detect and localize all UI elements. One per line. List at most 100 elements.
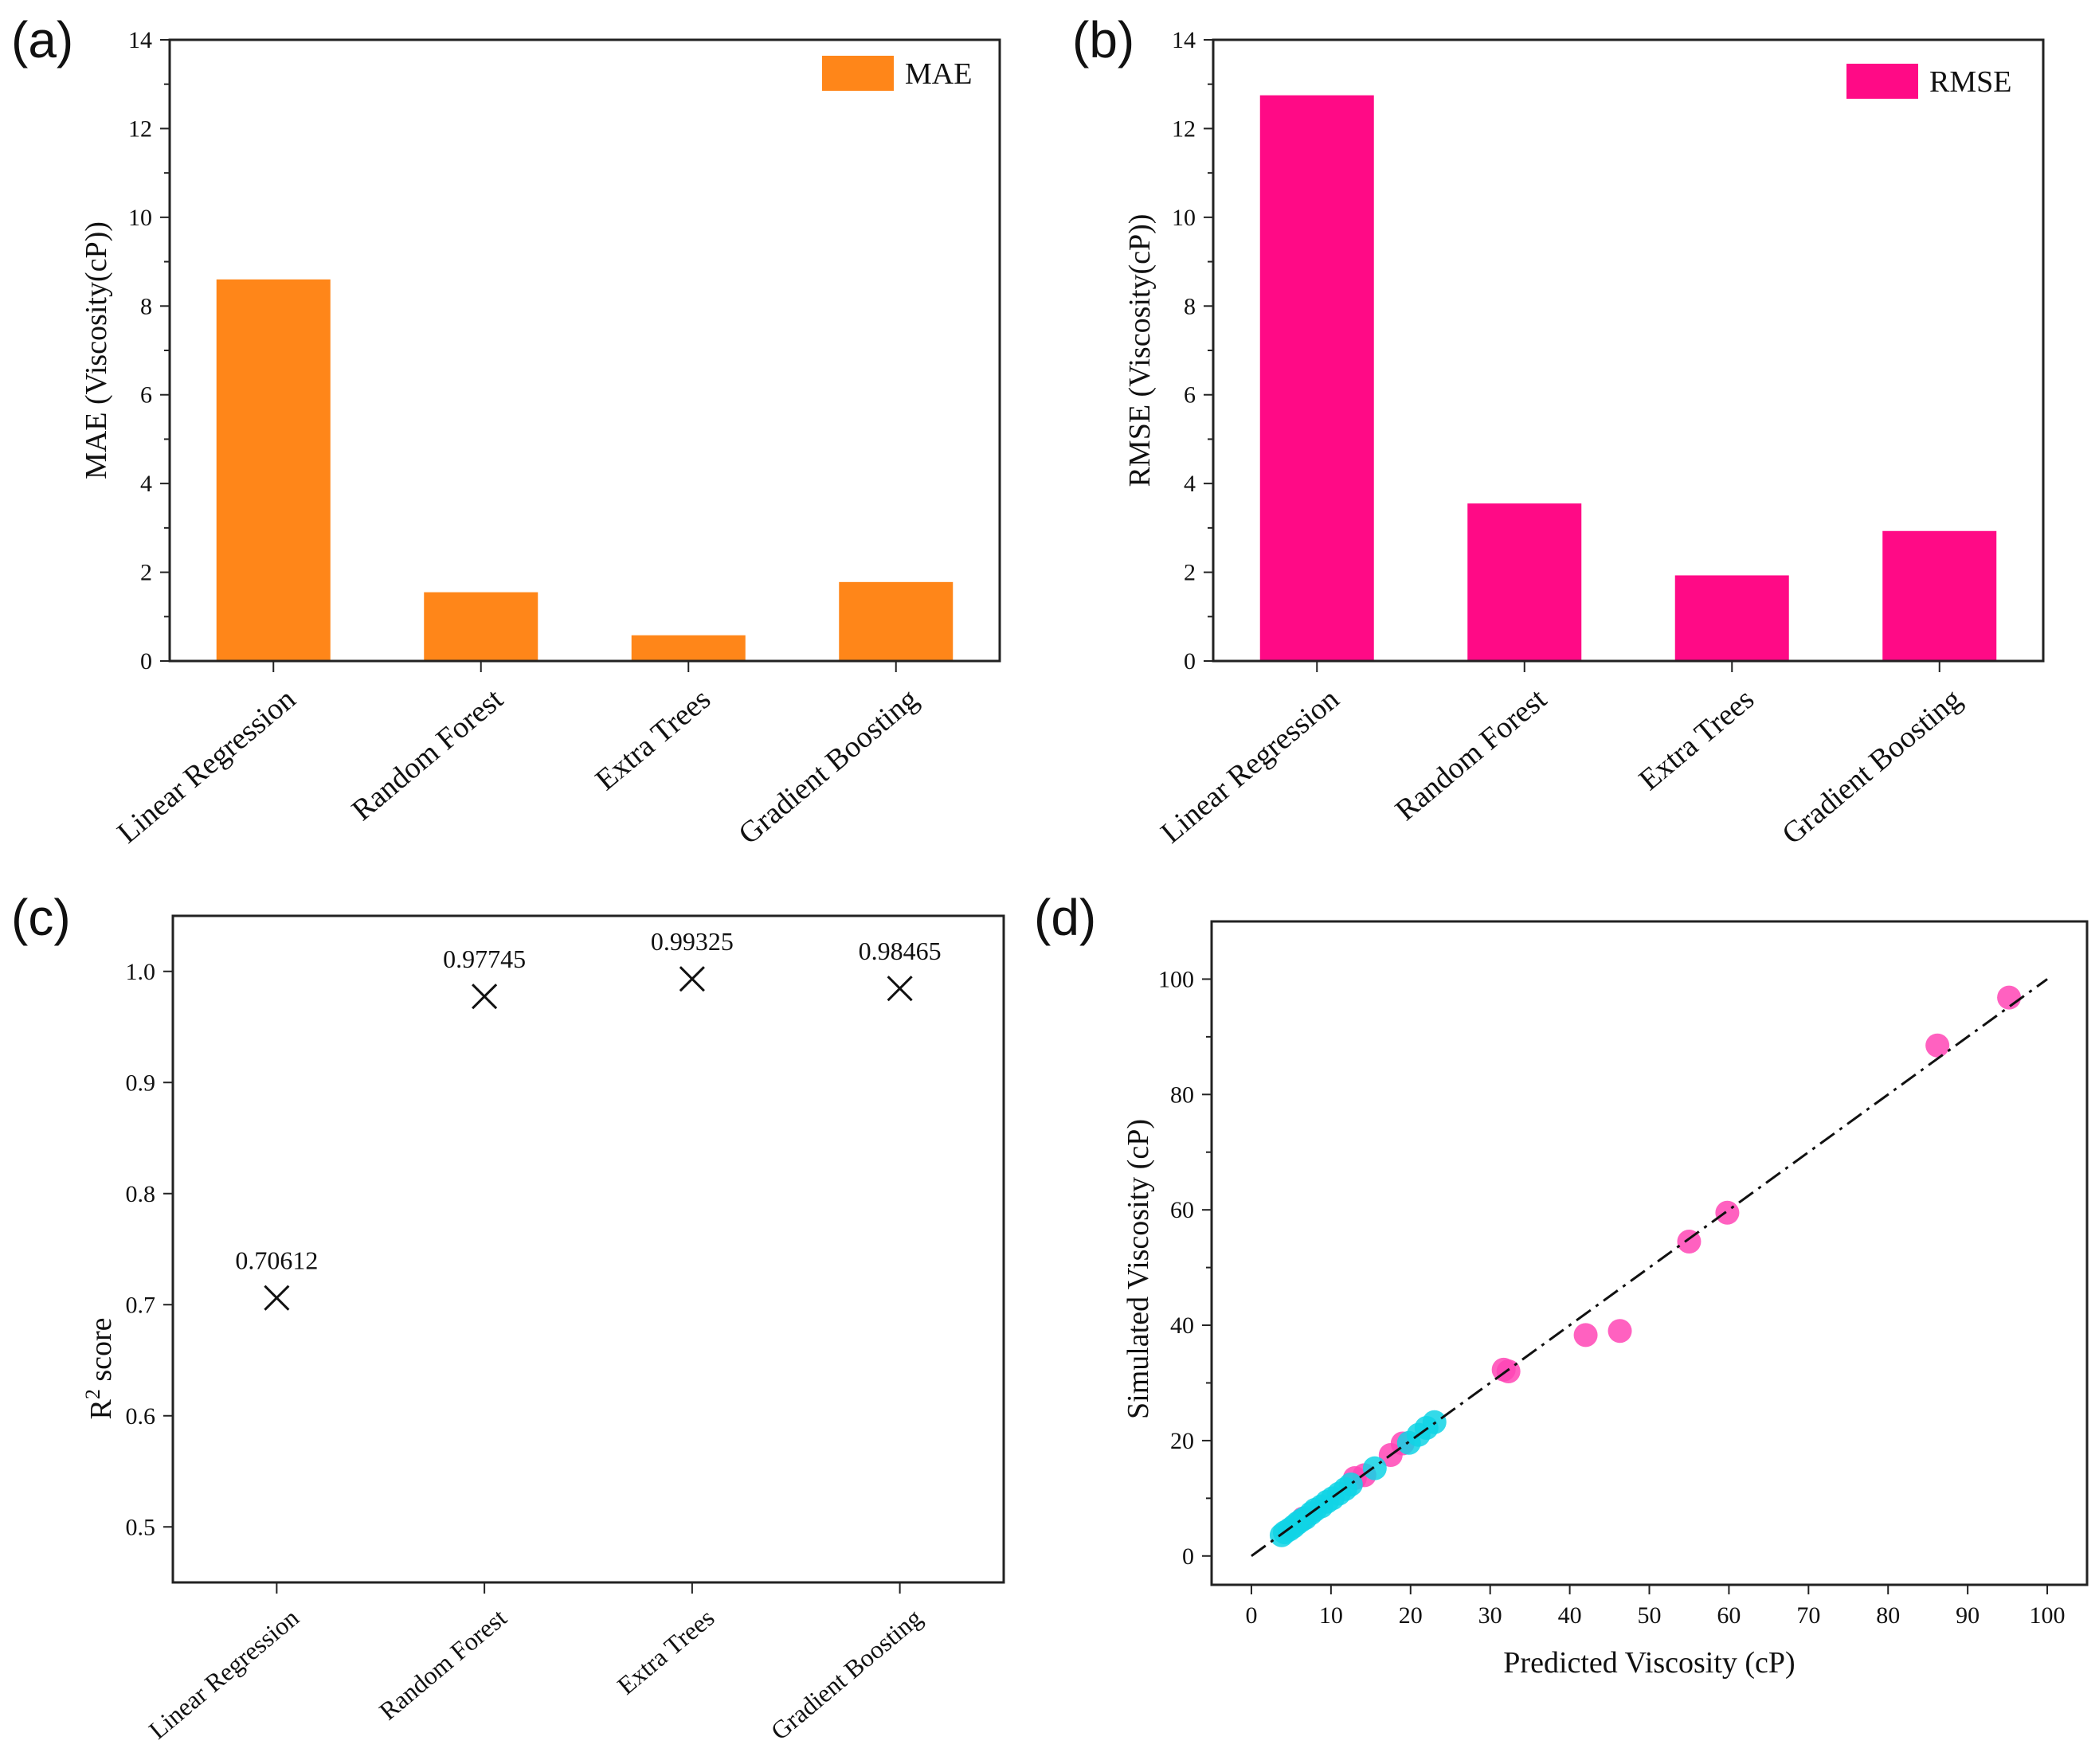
marker-gradient-boosting (887, 976, 913, 1002)
x-tick-label: 0 (1245, 1602, 1257, 1629)
x-tick-label: 30 (1478, 1602, 1502, 1629)
bar-random-forest (1467, 503, 1582, 661)
y-tick-label: 10 (1172, 205, 1196, 231)
bar-linear-regression (1259, 95, 1374, 661)
value-label: 0.97745 (443, 945, 526, 973)
panel-a-chart: Linear Regression Random Forest Extra Tree… (80, 27, 1001, 851)
data-point (1491, 1357, 1516, 1382)
panel-c-chart: 0.5 0.6 0.7 0.8 0.9 1.0 0.70612 Linear Regressi… (81, 914, 1005, 1746)
y-tick-label: 6 (140, 382, 152, 409)
y-tick-label: 4 (140, 471, 152, 497)
y-tick-label: 2 (140, 560, 152, 586)
x-tick-label: 60 (1717, 1602, 1741, 1629)
x-tick-label: Extra Trees (589, 683, 717, 797)
y-tick-label: 2 (1184, 560, 1196, 586)
y-tick-label: 0.8 (126, 1181, 156, 1207)
bar-extra-trees (1674, 575, 1789, 661)
x-tick-label: 10 (1319, 1602, 1343, 1629)
y-tick-label: 0.7 (126, 1292, 156, 1318)
x-tick-label: Random Forest (346, 682, 510, 827)
y-tick-label: 6 (1184, 382, 1196, 409)
x-tick-label: Extra Trees (612, 1603, 719, 1700)
x-tick-label: Gradient Boosting (732, 683, 924, 851)
y-tick-label: 1.0 (126, 959, 156, 985)
x-tick-label: Linear Regression (1154, 683, 1345, 851)
data-point (1608, 1319, 1632, 1344)
bar-random-forest (424, 592, 538, 661)
bar-gradient-boosting (1882, 530, 1997, 661)
y-axis-label: RMSE (Viscosity(cP)) (1123, 214, 1157, 487)
y-tick-label: 12 (128, 115, 152, 142)
panel-d-chart: 0 10 20 30 40 50 60 70 80 90 100 0 20 40 60 80 100 Predic… (1122, 920, 2089, 1680)
series-test (1269, 1410, 1447, 1547)
x-tick-label: Gradient Boosting (766, 1603, 928, 1746)
panel-c-letter: (c) (11, 889, 71, 946)
y-tick-label: 14 (1172, 27, 1196, 53)
legend-label: RMSE (1929, 65, 2011, 99)
x-tick-label: Linear Regression (143, 1603, 304, 1745)
y-tick-label: 12 (1172, 115, 1196, 142)
y-tick-label: 8 (1184, 293, 1196, 319)
marker-stroke (679, 966, 705, 992)
x-tick-label: Random Forest (374, 1603, 512, 1726)
y-tick-label: 4 (1184, 471, 1196, 497)
reference-line (1251, 978, 2048, 1557)
data-point (1715, 1200, 1740, 1225)
y-tick-label: 14 (128, 27, 152, 53)
value-label: 0.99325 (651, 927, 734, 956)
x-tick-label: 80 (1876, 1602, 1900, 1629)
data-point (1362, 1456, 1387, 1480)
y-axis-label: R2 score (81, 1317, 118, 1419)
y-tick-label: 0.6 (126, 1403, 156, 1430)
y-axis-label-sup: 2 (81, 1389, 104, 1399)
marker-stroke (887, 976, 913, 1002)
marker-extra-trees (679, 966, 705, 992)
y-tick-label: 0 (1182, 1543, 1194, 1570)
plot-frame (171, 914, 1005, 1584)
y-tick-label: 0 (1184, 648, 1196, 675)
bar-gradient-boosting (839, 581, 954, 661)
y-tick-label: 80 (1170, 1081, 1194, 1108)
panel-a-letter: (a) (11, 11, 74, 68)
data-point (1573, 1323, 1598, 1347)
legend-label: MAE (905, 57, 972, 91)
y-tick-label: 0.9 (126, 1070, 156, 1096)
panel-b-letter: (b) (1072, 11, 1135, 68)
data-point (1925, 1033, 1950, 1058)
y-axis-label: MAE (Viscosity(cP)) (80, 221, 113, 479)
y-tick-label: 0 (140, 648, 152, 675)
y-tick-label: 40 (1170, 1312, 1194, 1339)
value-label: 0.70612 (235, 1246, 318, 1275)
data-point (1997, 985, 2022, 1010)
x-tick-label: 100 (2030, 1602, 2066, 1629)
marker-stroke (472, 984, 498, 1010)
x-tick-label: Extra Trees (1633, 683, 1760, 797)
x-tick-label: Linear Regression (111, 683, 302, 851)
y-tick-label: 8 (140, 293, 152, 319)
panel-d-letter: (d) (1034, 889, 1097, 946)
y-axis-label-main: R (84, 1399, 118, 1420)
y-tick-label: 60 (1170, 1197, 1194, 1223)
y-tick-label: 0.5 (126, 1514, 156, 1540)
legend-swatch (822, 56, 894, 91)
y-axis-label: Simulated Viscosity (cP) (1122, 1119, 1155, 1419)
panel-b-chart: Linear Regression Random Forest Extra Tree… (1123, 27, 2045, 851)
y-tick-label: 20 (1170, 1428, 1194, 1454)
x-tick-label: 70 (1796, 1602, 1820, 1629)
bar-linear-regression (216, 279, 331, 661)
x-axis-label: Predicted Viscosity (cP) (1503, 1646, 1795, 1680)
marker-linear-regression (264, 1285, 290, 1311)
y-tick-label: 100 (1158, 966, 1194, 992)
y-tick-label: 10 (128, 205, 152, 231)
legend-swatch (1846, 64, 1918, 99)
value-label: 0.98465 (859, 937, 942, 965)
x-tick-label: 40 (1558, 1602, 1582, 1629)
x-tick-label: 50 (1638, 1602, 1662, 1629)
x-tick-label: Random Forest (1389, 682, 1553, 827)
marker-random-forest (472, 984, 498, 1010)
x-tick-label: 90 (1956, 1602, 1980, 1629)
bar-extra-trees (631, 635, 746, 661)
x-tick-label: Gradient Boosting (1776, 683, 1968, 851)
y-axis-label-rest: score (84, 1317, 118, 1389)
